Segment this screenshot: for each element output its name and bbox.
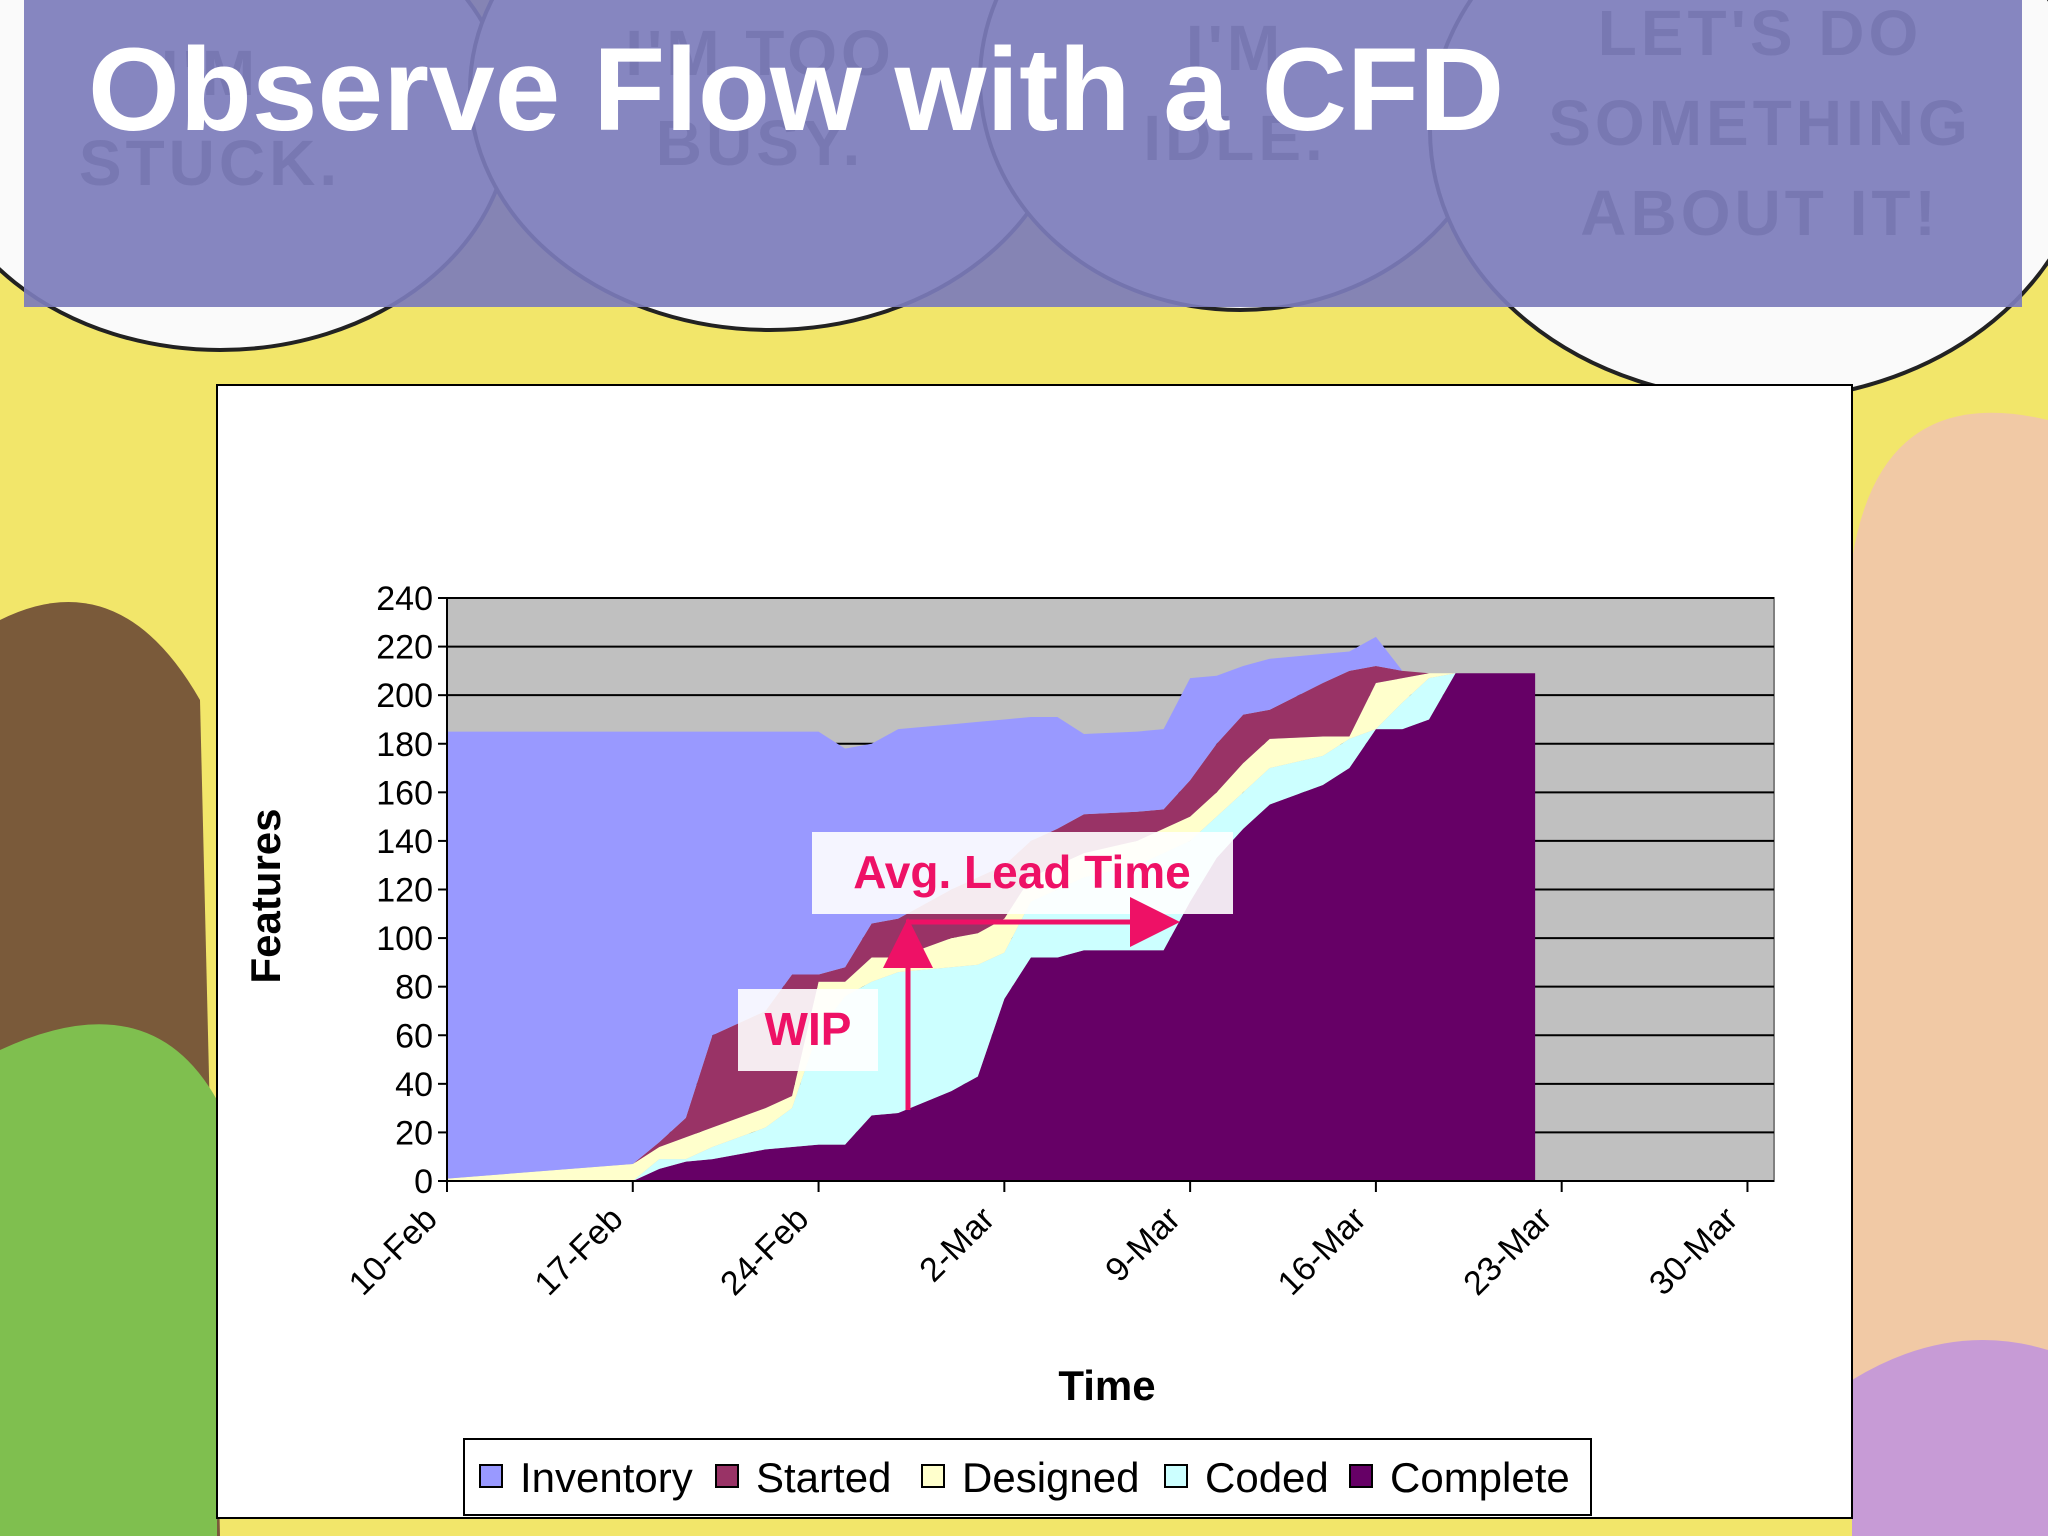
y-tick-label: 100 [376,920,433,958]
legend-label: Started [756,1454,891,1501]
legend-swatch [921,1464,945,1488]
y-tick-label: 120 [376,872,433,910]
legend-label: Designed [962,1454,1139,1501]
legend-label: Inventory [520,1454,693,1501]
legend-label: Coded [1205,1454,1329,1501]
y-tick-label: 0 [414,1163,433,1201]
annotation: Avg. Lead Time [853,846,1190,898]
character-shirt [1852,1340,2048,1536]
x-axis-label: Time [1058,1362,1155,1409]
legend-swatch [479,1464,503,1488]
y-tick-label: 80 [395,969,433,1007]
y-tick-label: 60 [395,1017,433,1055]
y-tick-label: 200 [376,677,433,715]
character-face [1852,412,2048,1536]
area [447,673,1536,1181]
character-shirt [0,1024,217,1536]
legend-swatch [1164,1464,1188,1488]
y-tick-label: 220 [376,629,433,667]
area [447,673,1536,1181]
slide-title: Observe Flow with a CFD [88,24,1504,156]
y-tick-label: 160 [376,774,433,812]
legend [463,1438,1592,1516]
area [447,673,1536,1181]
legend-swatch [1349,1464,1373,1488]
legend-label: Complete [1390,1454,1570,1501]
annotation-box [738,989,878,1071]
y-axis-label: Features [242,808,289,983]
y-tick-label: 240 [376,580,433,618]
y-tick-label: 140 [376,823,433,861]
annotation: WIP [765,1003,852,1055]
title-band [24,0,2022,307]
y-tick-label: 20 [395,1114,433,1152]
y-tick-label: 180 [376,726,433,764]
area [447,636,1536,1179]
y-tick-label: 40 [395,1066,433,1104]
legend-swatch [715,1464,739,1488]
